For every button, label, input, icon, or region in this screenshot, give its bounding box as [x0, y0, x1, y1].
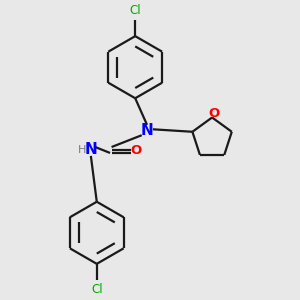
Text: O: O	[130, 143, 142, 157]
Text: H: H	[78, 145, 86, 155]
Text: N: N	[85, 142, 98, 158]
Text: Cl: Cl	[129, 4, 141, 17]
Text: O: O	[208, 107, 219, 120]
Text: Cl: Cl	[91, 283, 103, 296]
Text: N: N	[141, 123, 153, 138]
